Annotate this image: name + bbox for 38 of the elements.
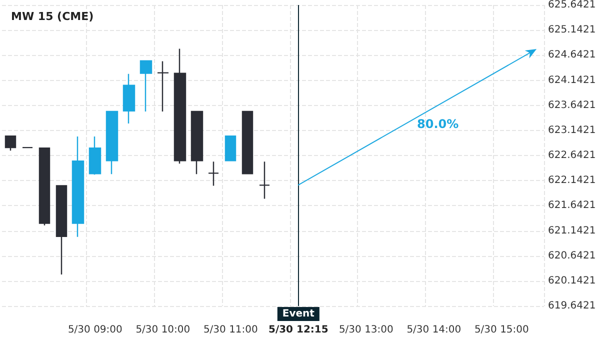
text: MW 15 (CME) bbox=[11, 10, 94, 23]
candlestick bbox=[258, 161, 270, 200]
x-tick-label: 5/30 13:00 bbox=[338, 324, 394, 336]
y-tick-label: 621.6421 bbox=[548, 200, 596, 212]
y-tick-label: 620.1421 bbox=[548, 275, 596, 286]
y-tick-label: 622.6421 bbox=[548, 150, 596, 161]
y-tick-label: 623.6421 bbox=[548, 100, 596, 111]
candlestick bbox=[156, 60, 170, 112]
candlestick bbox=[56, 185, 68, 276]
y-tick-label: 625.6421 bbox=[548, 0, 596, 10]
candlestick bbox=[4, 135, 16, 152]
y-tick-label: 620.6421 bbox=[548, 250, 596, 262]
candlestick bbox=[88, 136, 102, 176]
candlestick bbox=[224, 135, 236, 162]
x-tick-label: 5/30 12:15 bbox=[268, 324, 328, 336]
ref-line-label: Event bbox=[282, 308, 315, 320]
candlestick bbox=[174, 48, 186, 164]
x-tick-label: 5/30 11:00 bbox=[203, 324, 258, 336]
y-tick-label: 622.1421 bbox=[548, 175, 596, 186]
candlestick bbox=[190, 110, 204, 175]
candlestick bbox=[122, 73, 136, 124]
x-tick-label: 5/30 09:00 bbox=[68, 324, 122, 336]
candlestick bbox=[140, 60, 152, 112]
candlestick bbox=[38, 147, 50, 226]
candlestick bbox=[208, 161, 220, 186]
x-tick-label: 5/30 15:00 bbox=[474, 324, 529, 336]
y-tick-label: 625.1421 bbox=[548, 24, 596, 36]
candlestick bbox=[72, 136, 84, 238]
candlestick bbox=[242, 110, 254, 174]
y-tick-label: 623.1421 bbox=[548, 124, 596, 136]
y-tick-label: 624.6421 bbox=[548, 50, 596, 61]
candlestick bbox=[106, 110, 118, 175]
x-tick-label: 5/30 10:00 bbox=[136, 324, 190, 336]
y-tick-label: 619.6421 bbox=[548, 300, 596, 312]
y-tick-label: 624.1421 bbox=[548, 74, 596, 86]
x-tick-label: 5/30 14:00 bbox=[406, 324, 462, 336]
y-tick-label: 621.1421 bbox=[548, 225, 596, 236]
annotation: 80.0% bbox=[417, 117, 459, 131]
